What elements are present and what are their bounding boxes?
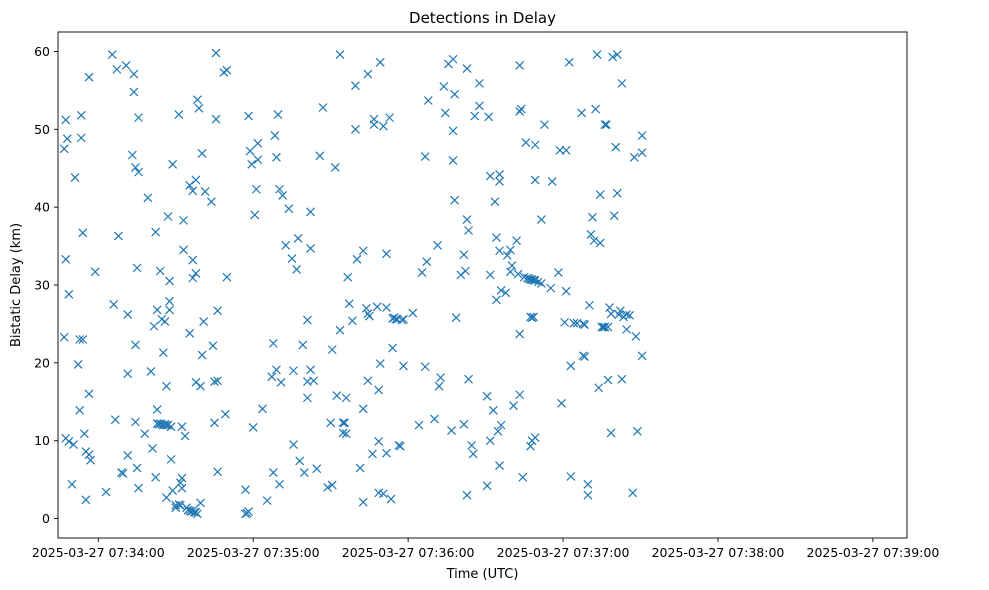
x-axis-ticks: 2025-03-27 07:34:00 2025-03-27 07:35:00 20… xyxy=(32,538,939,560)
y-axis-ticks: 0 10 20 30 40 50 60 xyxy=(34,44,58,526)
y-tick-label: 20 xyxy=(34,355,50,370)
x-tick-label: 2025-03-27 07:36:00 xyxy=(342,545,475,560)
y-axis-label: Bistatic Delay (km) xyxy=(9,223,24,347)
y-tick-label: 60 xyxy=(34,44,50,59)
x-tick-label: 2025-03-27 07:37:00 xyxy=(497,545,630,560)
x-axis-label: Time (UTC) xyxy=(446,567,519,582)
x-tick-label: 2025-03-27 07:39:00 xyxy=(807,545,940,560)
y-tick-label: 40 xyxy=(34,200,50,215)
chart-title: Detections in Delay xyxy=(409,9,556,27)
x-tick-label: 2025-03-27 07:35:00 xyxy=(187,545,320,560)
x-tick-label: 2025-03-27 07:34:00 xyxy=(32,545,165,560)
y-tick-label: 0 xyxy=(42,511,50,526)
plot-area xyxy=(58,32,907,538)
y-tick-label: 30 xyxy=(34,278,50,293)
scatter-chart: Detections in Delay 2025-03-27 07:34:00 2… xyxy=(0,0,989,590)
y-tick-label: 50 xyxy=(34,122,50,137)
x-tick-label: 2025-03-27 07:38:00 xyxy=(652,545,785,560)
y-tick-label: 10 xyxy=(34,433,50,448)
